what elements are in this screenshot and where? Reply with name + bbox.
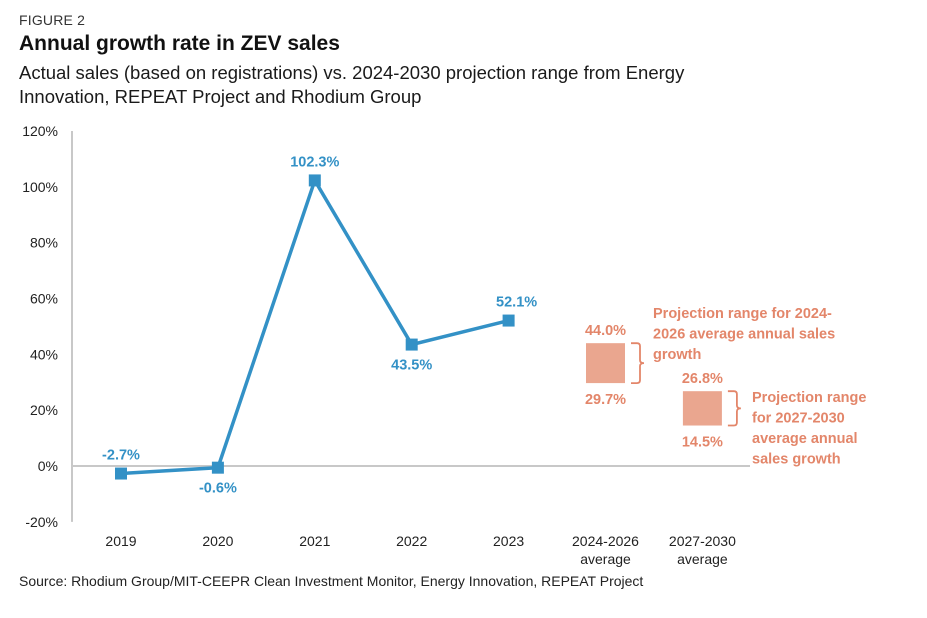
figure-label: FIGURE 2 xyxy=(19,12,86,28)
projection-annotation: sales growth xyxy=(752,452,841,468)
data-point-marker xyxy=(308,174,321,187)
y-tick-label: 40% xyxy=(30,346,58,362)
x-tick-label: 2021 xyxy=(299,533,330,549)
source-note: Source: Rhodium Group/MIT-CEEPR Clean In… xyxy=(19,573,644,589)
projection-brace xyxy=(727,390,741,427)
projection-annotation: growth xyxy=(653,347,701,363)
data-point-marker xyxy=(211,461,224,474)
chart-title: Annual growth rate in ZEV sales xyxy=(19,32,340,55)
subtitle-line: Actual sales (based on registrations) vs… xyxy=(19,62,685,83)
y-tick-label: 100% xyxy=(22,179,58,195)
x-tick-label: 2023 xyxy=(493,533,524,549)
data-label: 102.3% xyxy=(290,154,339,170)
projection-range-box xyxy=(682,391,722,426)
x-tick-label: average xyxy=(580,551,631,567)
projection-annotation: Projection range xyxy=(752,390,866,406)
data-label: 52.1% xyxy=(496,295,537,311)
x-tick-label: 2027-2030 xyxy=(669,533,736,549)
y-tick-label: 120% xyxy=(22,123,58,139)
projection-annotation: average annual xyxy=(752,431,858,447)
projection-annotation: for 2027-2030 xyxy=(752,411,845,427)
data-point-marker xyxy=(405,338,418,351)
x-tick-label: 2022 xyxy=(396,533,427,549)
projection-range-box xyxy=(586,343,625,384)
projection-low-label: 29.7% xyxy=(585,392,626,408)
projection-annotation: Projection range for 2024- xyxy=(653,306,832,322)
projection-low-label: 14.5% xyxy=(682,435,723,451)
data-label: -2.7% xyxy=(102,448,140,464)
projection-high-label: 26.8% xyxy=(682,371,723,387)
x-tick-label: 2020 xyxy=(202,533,233,549)
x-tick-label: average xyxy=(677,551,728,567)
y-tick-label: 80% xyxy=(30,235,58,251)
projection-annotation: 2026 average annual sales xyxy=(653,327,835,343)
data-label: -0.6% xyxy=(199,481,237,497)
projection-brace xyxy=(631,342,645,384)
y-tick-label: -20% xyxy=(25,514,58,530)
x-tick-label: 2024-2026 xyxy=(572,533,639,549)
subtitle-line: Innovation, REPEAT Project and Rhodium G… xyxy=(19,86,422,107)
chart-subtitle: Actual sales (based on registrations) vs… xyxy=(19,61,819,109)
data-point-marker xyxy=(502,314,515,327)
x-tick-label: 2019 xyxy=(105,533,136,549)
y-tick-label: 0% xyxy=(38,458,58,474)
actual-sales-line xyxy=(120,176,510,476)
y-tick-label: 20% xyxy=(30,402,58,418)
projection-high-label: 44.0% xyxy=(585,323,626,339)
data-label: 43.5% xyxy=(391,358,432,374)
data-point-marker xyxy=(115,467,127,480)
y-tick-label: 60% xyxy=(30,291,58,307)
